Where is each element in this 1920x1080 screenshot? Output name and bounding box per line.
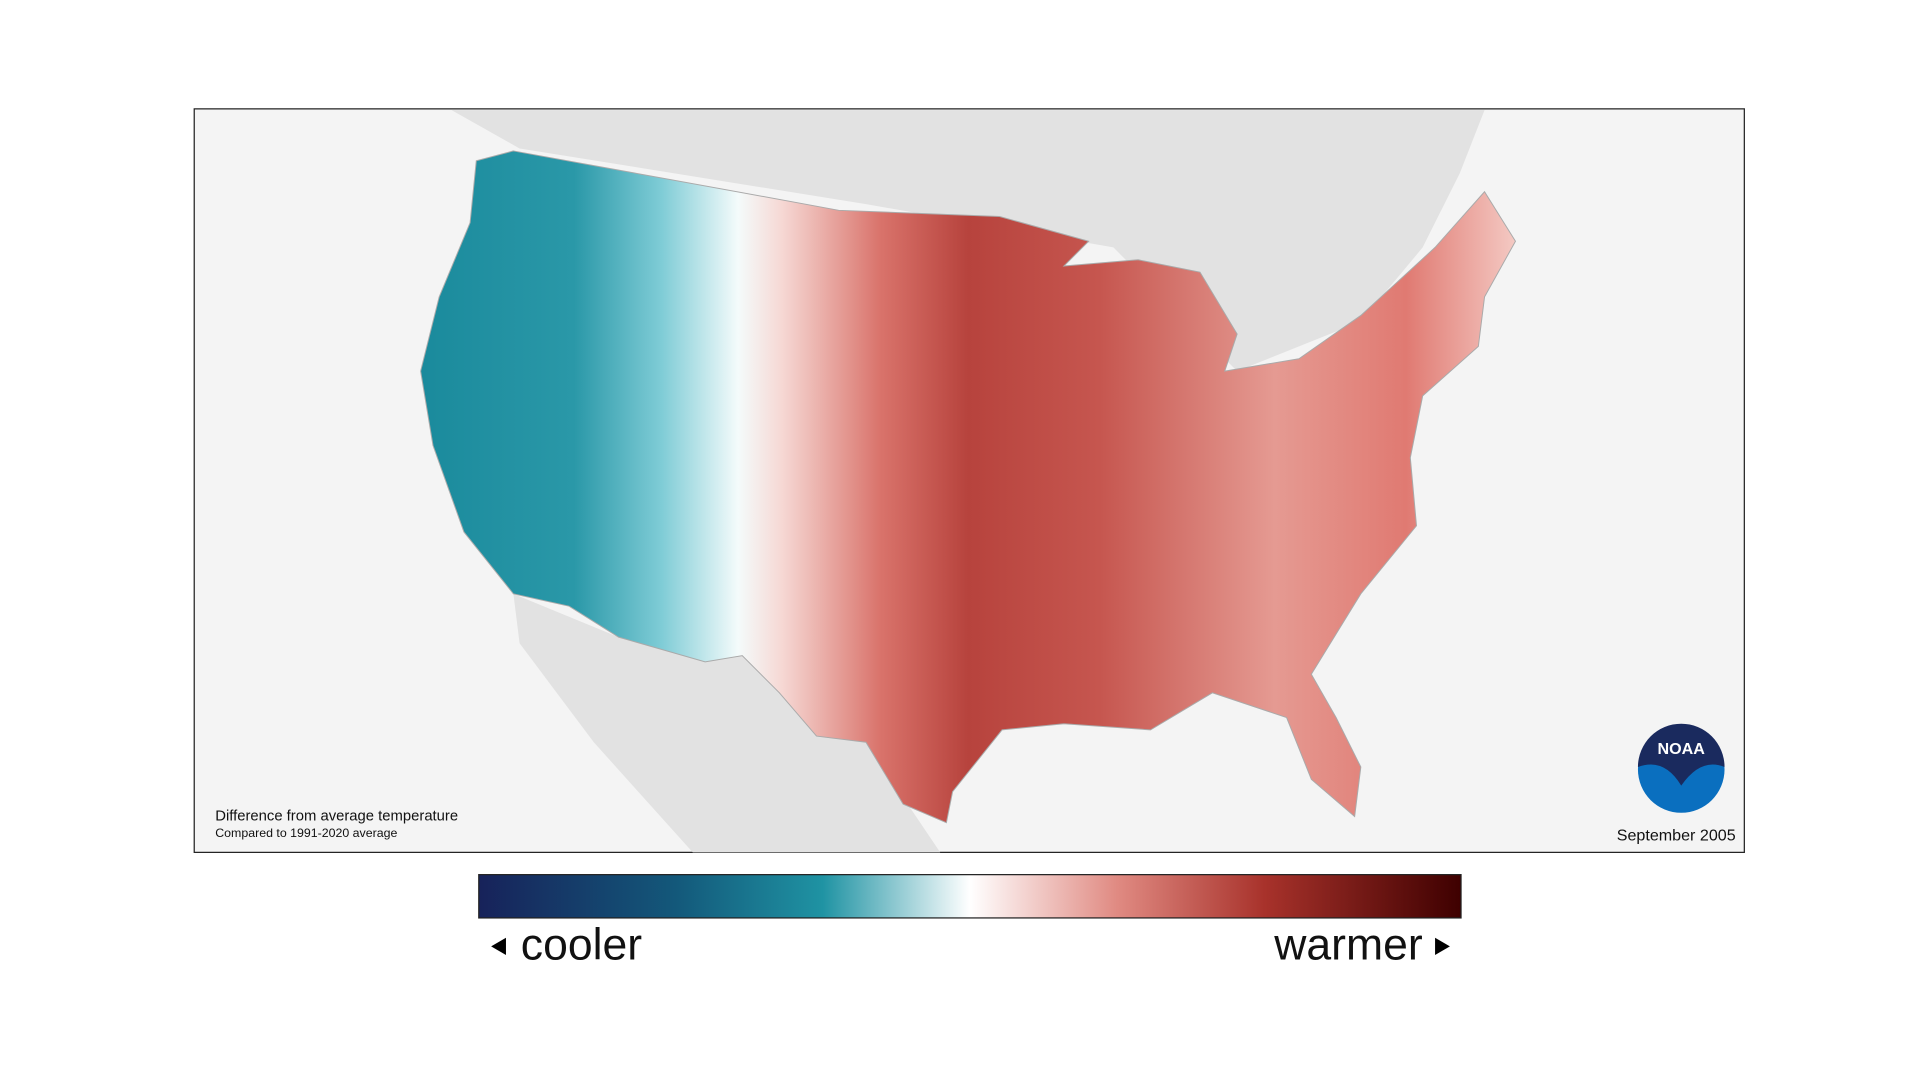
- right-arrow: [1435, 937, 1450, 956]
- low-label: cooler: [521, 920, 642, 969]
- logo-top: [1637, 723, 1725, 786]
- us-anomaly-map: [420, 150, 1517, 824]
- legend: cooler warmer: [478, 874, 1462, 969]
- date-label: September 2005: [1617, 827, 1736, 845]
- noaa-logo: NOAA: [1637, 723, 1725, 813]
- canada-land: [451, 110, 1485, 372]
- map-frame: Difference from average temperature Comp…: [193, 108, 1745, 853]
- logo-text: NOAA: [1658, 740, 1706, 758]
- left-arrow: [491, 937, 506, 956]
- caption: Difference from average temperature: [215, 808, 458, 824]
- color-bar: [478, 874, 1462, 919]
- subcaption: Compared to 1991-2020 average: [215, 826, 397, 840]
- mexico-land: [513, 593, 941, 853]
- high-label: warmer: [1273, 920, 1423, 969]
